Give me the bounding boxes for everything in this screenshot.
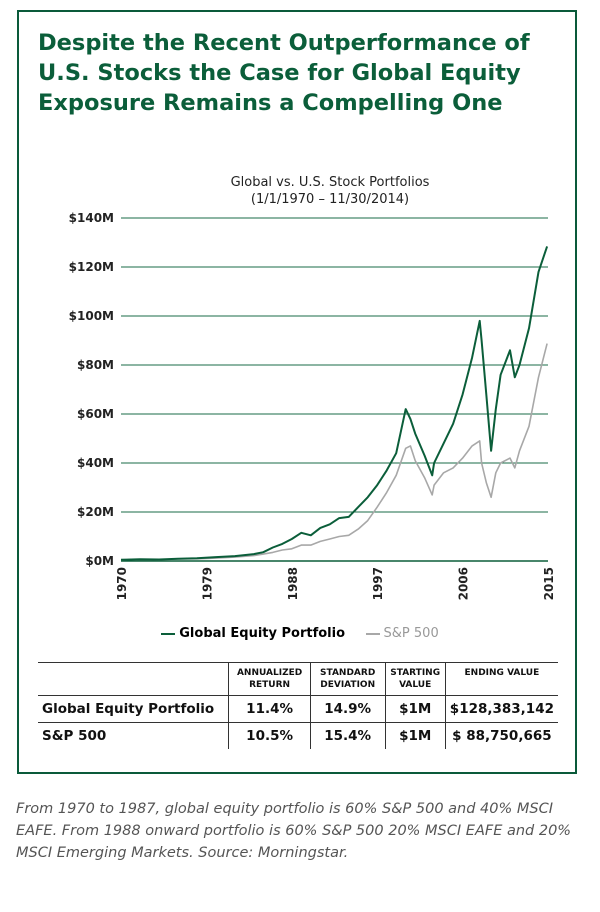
stats-header-standard-deviation: STANDARD DEVIATION (309, 662, 386, 696)
legend-item-sp500: S&P 500 (365, 626, 439, 641)
x-axis-ticks: 1970 1979 1988 1997 2006 2015 (115, 567, 556, 600)
legend-swatch-global (161, 632, 176, 635)
legend-label-global: Global Equity Portfolio (179, 626, 346, 641)
stats-header-starting-value: STARTING VALUE (384, 662, 446, 696)
chart-lines (120, 246, 549, 561)
stats-annualized-return: 10.5% (228, 722, 311, 749)
chart-title: Global vs. U.S. Stock Portfolios (230, 175, 430, 190)
x-tick-label: 1997 (371, 567, 385, 600)
stats-header-ending-value: ENDING VALUE (444, 662, 558, 696)
legend-swatch-sp500 (365, 632, 380, 635)
stats-standard-deviation: 14.9% (309, 695, 386, 723)
y-tick-label: $0M (85, 554, 114, 568)
stats-starting-value: $1M (384, 722, 446, 749)
stats-standard-deviation: 15.4% (309, 722, 386, 749)
y-tick-label: $140M (69, 211, 114, 225)
series-line-global (120, 246, 549, 561)
y-tick-label: $20M (77, 505, 114, 519)
stats-annualized-return: 11.4% (228, 695, 311, 723)
stats-row-name: Global Equity Portfolio (38, 695, 229, 723)
stats-starting-value: $1M (384, 695, 446, 723)
stats-header-row: ANNUALIZED RETURN STANDARD DEVIATION STA… (38, 662, 558, 696)
stats-row-global: Global Equity Portfolio 11.4% 14.9% $1M … (38, 695, 558, 723)
y-tick-label: $100M (69, 309, 114, 323)
stats-table: ANNUALIZED RETURN STANDARD DEVIATION STA… (38, 662, 558, 749)
infographic-frame (17, 10, 577, 774)
x-tick-label: 1988 (286, 567, 300, 600)
chart-title-block: Global vs. U.S. Stock Portfolios (1/1/19… (130, 174, 530, 208)
y-tick-label: $80M (77, 358, 114, 372)
stats-row-sp500: S&P 500 10.5% 15.4% $1M $ 88,750,665 (38, 722, 558, 749)
series-line-sp500 (120, 343, 548, 561)
headline: Despite the Recent Outperformance of U.S… (38, 30, 530, 116)
legend-label-sp500: S&P 500 (383, 626, 439, 641)
x-tick-label: 1970 (115, 567, 129, 600)
line-chart: $0M$20M$40M$60M$80M$100M$120M$140M 1970 1… (69, 211, 556, 600)
stats-ending-value: $128,383,142 (444, 695, 558, 723)
chart-legend: Global Equity Portfolio S&P 500 (0, 626, 600, 641)
chart-subtitle: (1/1/1970 – 11/30/2014) (250, 192, 410, 207)
stats-header-blank (38, 662, 229, 696)
legend-item-global: Global Equity Portfolio (161, 626, 345, 641)
y-tick-label: $120M (69, 260, 114, 274)
x-tick-label: 2015 (542, 567, 556, 600)
stats-header-annualized-return: ANNUALIZED RETURN (228, 662, 311, 696)
source-caption: From 1970 to 1987, global equity portfol… (16, 801, 572, 861)
y-tick-label: $40M (77, 456, 114, 470)
x-tick-label: 1979 (200, 567, 214, 600)
stats-ending-value: $ 88,750,665 (444, 722, 558, 749)
stats-row-name: S&P 500 (42, 728, 107, 744)
chart-grid (121, 217, 548, 562)
y-axis-ticks: $0M $20M $40M $60M $80M $100M $120M $140M (69, 211, 114, 568)
x-tick-label: 2006 (457, 567, 471, 600)
y-tick-label: $60M (77, 407, 114, 421)
